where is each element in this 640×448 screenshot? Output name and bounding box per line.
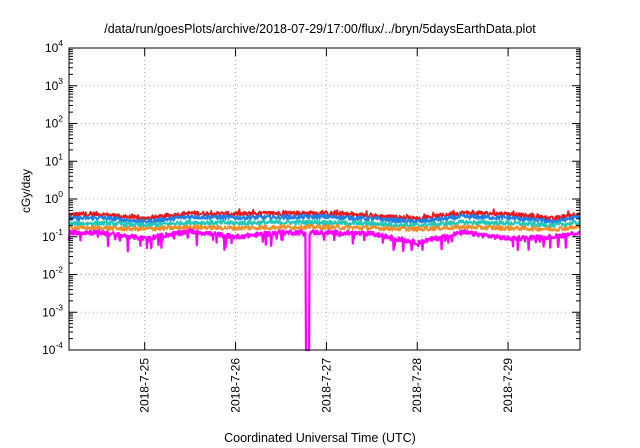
y-tick-base: 10 [45,192,59,206]
y-tick-base: 10 [42,268,56,282]
y-tick-exponent: 4 [58,38,63,48]
y-tick-base: 10 [42,230,56,244]
chart-title: /data/run/goesPlots/archive/2018-07-29/1… [104,22,536,36]
x-tick-label: 2018-7-29 [501,358,515,413]
series-line [68,219,581,229]
y-axis-label: cGy/day [19,168,33,213]
x-tick-label: 2018-7-28 [410,358,424,413]
y-tick-exponent: -4 [55,340,63,350]
y-tick-base: 10 [42,305,56,319]
series-line [67,228,581,352]
y-tick-label: 10-3 [42,302,63,319]
y-tick-base: 10 [42,343,56,357]
y-tick-exponent: -3 [55,302,63,312]
x-tick-label: 2018-7-25 [138,358,152,413]
series-layer [67,208,581,352]
series-line [68,213,581,225]
y-tick-label: 103 [45,76,63,93]
y-tick-label: 100 [45,189,63,206]
y-tick-label: 102 [45,114,63,131]
y-tick-label: 10-2 [42,265,63,282]
x-tick-label: 2018-7-26 [229,358,243,413]
y-tick-base: 10 [45,79,59,93]
y-tick-base: 10 [45,117,59,131]
series-line [68,208,581,222]
y-tick-exponent: 1 [58,151,63,161]
y-tick-exponent: 0 [58,189,63,199]
series-line [68,224,581,233]
y-tick-label: 101 [45,151,63,168]
y-tick-label: 104 [45,38,63,55]
y-tick-label: 10-4 [42,340,63,357]
y-tick-exponent: 3 [58,76,63,86]
x-tick-label: 2018-7-27 [319,358,333,413]
y-tick-label: 10-1 [42,227,63,244]
grid-layer [69,48,580,350]
y-tick-exponent: 2 [58,114,63,124]
y-tick-base: 10 [45,154,59,168]
x-axis-label: Coordinated Universal Time (UTC) [224,431,416,445]
y-tick-exponent: -1 [55,227,63,237]
tick-layer: 10-410-310-210-11001011021031042018-7-25… [42,38,580,413]
y-tick-base: 10 [45,41,59,55]
y-tick-exponent: -2 [55,265,63,275]
